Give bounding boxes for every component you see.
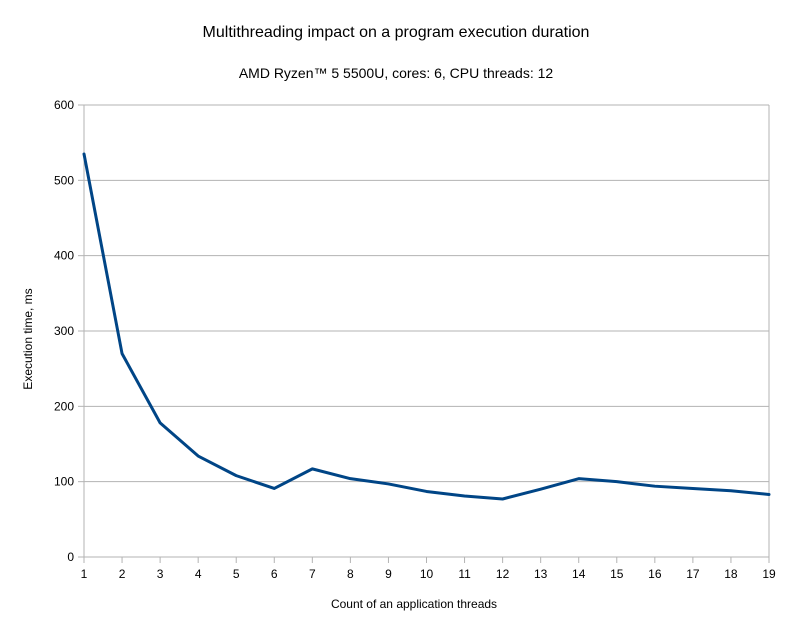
- x-tick-label: 4: [195, 567, 202, 581]
- chart-subtitle: AMD Ryzen™ 5 5500U, cores: 6, CPU thread…: [239, 65, 554, 81]
- axes: [78, 104, 770, 563]
- x-tick-label: 17: [686, 567, 700, 581]
- x-tick-label: 2: [119, 567, 126, 581]
- x-tick-label: 14: [572, 567, 586, 581]
- x-tick-label: 15: [610, 567, 624, 581]
- x-tick-label: 16: [648, 567, 662, 581]
- series-line: [82, 152, 771, 501]
- x-tick-label: 6: [271, 567, 278, 581]
- x-tick-label: 8: [347, 567, 354, 581]
- chart-title: Multithreading impact on a program execu…: [203, 24, 590, 41]
- y-tick-label: 200: [54, 399, 74, 413]
- y-tick-label: 600: [54, 98, 74, 112]
- y-axis-label: Execution time, ms: [21, 288, 35, 389]
- y-tick-label: 400: [54, 249, 74, 263]
- y-tick-label: 0: [67, 550, 74, 564]
- x-tick-label: 13: [534, 567, 548, 581]
- x-tick-label: 7: [309, 567, 316, 581]
- y-tick-label: 100: [54, 475, 74, 489]
- gridlines: [84, 104, 769, 558]
- y-tick-label: 300: [54, 324, 74, 338]
- x-axis-label: Count of an application threads: [331, 597, 497, 611]
- x-tick-label: 10: [420, 567, 434, 581]
- y-tick-label: 500: [54, 173, 74, 187]
- x-tick-label: 5: [233, 567, 240, 581]
- x-tick-label: 9: [385, 567, 392, 581]
- x-tick-label: 12: [496, 567, 510, 581]
- x-tick-label: 11: [458, 567, 471, 581]
- x-tick-label: 19: [762, 567, 776, 581]
- series-group: [82, 152, 771, 501]
- y-tick-labels: 0 100 200 300 400 500 600: [54, 98, 74, 564]
- x-tick-label: 1: [81, 567, 88, 581]
- x-tick-label: 18: [724, 567, 738, 581]
- x-tick-labels: 1 2 3 4 5 6 7 8 9 10 11 12 13 14 15 16 17 18 19: [81, 567, 776, 581]
- x-tick-label: 3: [157, 567, 164, 581]
